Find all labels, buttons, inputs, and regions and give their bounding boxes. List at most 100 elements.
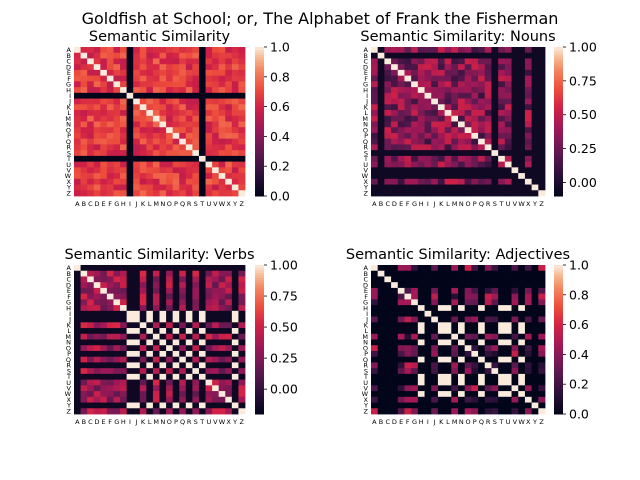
heatmap-cell — [126, 155, 134, 163]
heatmap-cell — [225, 161, 233, 168]
heatmap-cell — [179, 52, 187, 59]
heatmap-cell — [192, 104, 200, 111]
y-tick-label: Y — [66, 402, 71, 410]
heatmap-cell — [451, 144, 459, 151]
colorbar-segment — [554, 158, 563, 162]
heatmap-cell — [166, 299, 174, 306]
heatmap-cell — [397, 92, 405, 99]
colorbar-segment — [255, 389, 264, 393]
heatmap-cell — [87, 178, 95, 185]
colorbar-segment — [554, 191, 563, 195]
colorbar-segment — [554, 133, 563, 137]
heatmap-cell — [511, 402, 519, 409]
heatmap-cell — [444, 379, 452, 386]
heatmap-cell — [491, 58, 499, 65]
heatmap-cell — [444, 345, 452, 352]
colorbar-tick-label: 0.8 — [569, 287, 589, 302]
heatmap-cell — [106, 345, 114, 352]
heatmap-cell — [113, 58, 121, 65]
heatmap-cell — [133, 155, 141, 163]
heatmap-cell — [511, 75, 519, 82]
heatmap-cell — [498, 115, 506, 122]
heatmap-cell — [444, 316, 452, 323]
heatmap-cell — [491, 69, 499, 77]
heatmap-cell — [100, 155, 108, 163]
heatmap-cell — [179, 385, 187, 392]
heatmap-cell — [106, 104, 114, 111]
heatmap-cell — [80, 408, 88, 415]
heatmap-cell — [218, 132, 226, 140]
heatmap-cell — [417, 408, 425, 415]
colorbar-segment — [554, 344, 563, 348]
heatmap-cell — [225, 408, 233, 415]
heatmap-cell — [74, 265, 81, 272]
heatmap-cell — [491, 150, 499, 157]
heatmap-cell — [120, 184, 128, 191]
heatmap-cell — [424, 402, 432, 409]
heatmap-cell — [87, 132, 95, 140]
heatmap-cell — [225, 58, 233, 65]
heatmap-cell — [93, 350, 101, 358]
heatmap-cell — [218, 408, 226, 415]
heatmap-cell — [225, 333, 233, 340]
heatmap-cell — [80, 362, 88, 369]
heatmap-cell — [231, 270, 239, 277]
heatmap-cell — [192, 52, 200, 59]
heatmap-cell — [80, 173, 88, 180]
heatmap-cell — [431, 391, 439, 398]
heatmap-cell — [417, 104, 425, 111]
heatmap-cell — [212, 64, 220, 71]
heatmap-cell — [231, 87, 239, 94]
heatmap-cell — [139, 270, 147, 277]
heatmap-cell — [185, 173, 193, 180]
heatmap-cell — [437, 385, 446, 392]
heatmap-cell — [377, 356, 385, 363]
heatmap-cell — [74, 322, 81, 329]
heatmap-cell — [484, 316, 492, 323]
heatmap-cell — [397, 52, 405, 59]
heatmap-cell — [451, 385, 459, 392]
heatmap-cell — [106, 402, 114, 409]
heatmap-cell — [87, 155, 95, 163]
heatmap-cell — [464, 350, 472, 358]
heatmap-cell — [377, 322, 385, 329]
heatmap-cell — [437, 402, 446, 409]
heatmap-cell — [139, 127, 147, 134]
heatmap-cell — [93, 385, 101, 392]
heatmap-cells — [74, 47, 246, 197]
heatmap-cell — [120, 316, 128, 323]
heatmap-cell — [74, 92, 81, 99]
heatmap-cell — [531, 87, 539, 94]
heatmap-cell — [133, 408, 141, 415]
heatmap-cell — [417, 132, 425, 140]
colorbar-segment — [255, 104, 264, 108]
heatmap-cell — [106, 282, 114, 289]
heatmap-cell — [205, 368, 213, 375]
heatmap-cell — [524, 287, 533, 295]
heatmap-cell — [411, 282, 419, 289]
heatmap-cell — [152, 328, 160, 335]
heatmap-cell — [444, 190, 452, 197]
heatmap-cell — [152, 167, 160, 174]
heatmap-cell — [166, 379, 174, 386]
colorbar-segment — [554, 49, 563, 53]
heatmap-cell — [538, 47, 546, 54]
heatmap-cell — [444, 104, 452, 111]
heatmap-cell — [444, 356, 452, 363]
heatmap-cell — [531, 328, 539, 335]
heatmap-cell — [524, 98, 533, 105]
heatmap-cell — [431, 385, 439, 392]
heatmap-cell — [192, 362, 200, 369]
heatmap-cell — [511, 64, 519, 71]
heatmap-cell — [100, 184, 108, 191]
heatmap-cell — [478, 305, 486, 312]
heatmap-cell — [377, 110, 385, 117]
y-tick-label: L — [364, 327, 368, 335]
heatmap-cell — [74, 287, 81, 295]
heatmap-cell — [126, 282, 134, 289]
heatmap-cell — [238, 282, 246, 289]
heatmap-cell — [238, 69, 246, 77]
heatmap-cell — [192, 276, 200, 283]
heatmap-cell — [371, 155, 379, 163]
